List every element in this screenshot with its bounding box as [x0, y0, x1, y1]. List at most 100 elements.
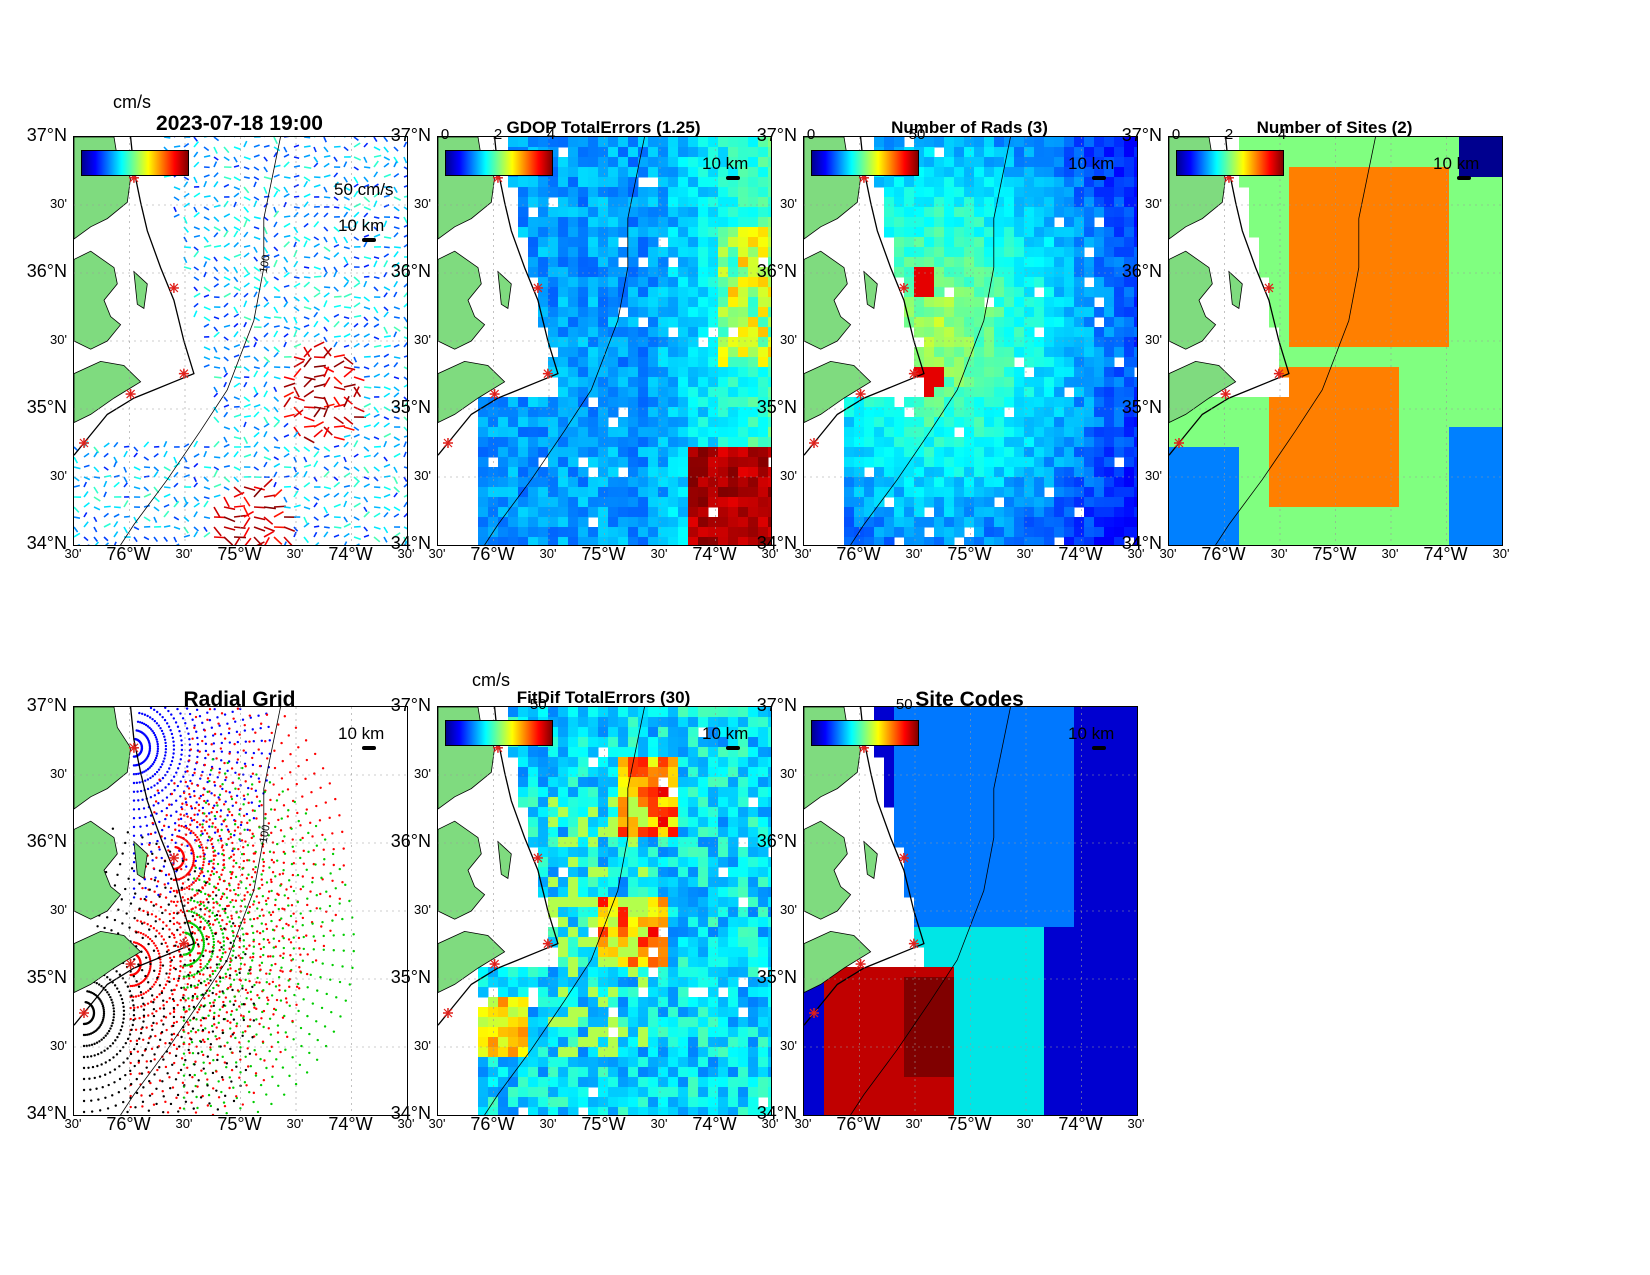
x-tick-label: 76°W [836, 1114, 881, 1134]
y-tick-label: 34°N [390, 533, 431, 553]
unit-label: cm/s [472, 670, 510, 690]
site-marker-icon [898, 852, 909, 863]
x-tick-label: 76°W [1201, 544, 1246, 564]
x-tick-label: 30' [1381, 546, 1399, 561]
x-tick-label: 30' [650, 1116, 668, 1131]
map-plot [804, 707, 1137, 1115]
colorbar-tick: 0 [1171, 126, 1181, 143]
x-tick-label: 75°W [581, 544, 626, 564]
y-tick-label: 35°N [26, 967, 67, 987]
x-tick-label: 30' [1492, 546, 1510, 561]
site-marker-icon [489, 959, 500, 970]
site-marker-icon [542, 938, 553, 949]
x-tick-label: 75°W [217, 544, 262, 564]
x-tick-label: 30' [1016, 546, 1034, 561]
x-tick-label: 74°W [1058, 544, 1103, 564]
y-tick-label: 30' [414, 332, 431, 347]
scale-label: 10 km [1068, 724, 1115, 743]
x-tick-label: 30' [175, 546, 193, 561]
colorbar [445, 720, 553, 746]
map-frame [73, 706, 408, 1116]
y-tick-label: 36°N [26, 831, 67, 851]
x-tick-label: 30' [1016, 1116, 1034, 1131]
x-tick-label: 30' [761, 1116, 779, 1131]
y-tick-label: 30' [780, 766, 797, 781]
map-frame [437, 136, 772, 546]
x-tick-label: 75°W [947, 1114, 992, 1134]
x-tick-label: 30' [397, 546, 415, 561]
panel-title: Site Codes [915, 688, 1024, 711]
scale-label: 10 km [702, 724, 749, 743]
colorbar-tick: 0 [440, 126, 450, 143]
colorbar-tick: 0 [806, 126, 816, 143]
y-tick-label: 35°N [390, 967, 431, 987]
site-marker-icon [168, 282, 179, 293]
vector-scale-label: 50 cm/s [334, 180, 394, 199]
colorbar-tick: 2 [1224, 126, 1234, 143]
scale-label: 10 km [1433, 154, 1480, 173]
x-tick-label: 74°W [328, 544, 373, 564]
colorbar [445, 150, 553, 176]
x-tick-label: 30' [1127, 546, 1145, 561]
map-plot [1169, 137, 1502, 545]
x-tick-label: 30' [794, 546, 812, 561]
x-tick-label: 30' [397, 1116, 415, 1131]
y-tick-label: 30' [780, 468, 797, 483]
x-tick-label: 30' [539, 1116, 557, 1131]
site-marker-icon [532, 852, 543, 863]
colorbar-tick: 50 [895, 696, 913, 713]
colorbar [811, 720, 919, 746]
x-tick-label: 75°W [1312, 544, 1357, 564]
panel-title: FitDif TotalErrors (30) [516, 688, 691, 707]
scale-bar [726, 176, 740, 180]
site-marker-icon [542, 368, 553, 379]
x-tick-label: 75°W [581, 1114, 626, 1134]
x-tick-label: 30' [64, 546, 82, 561]
x-tick-label: 30' [761, 546, 779, 561]
unit-label: cm/s [113, 92, 151, 112]
y-tick-label: 30' [50, 1038, 67, 1053]
x-tick-label: 76°W [836, 544, 881, 564]
x-tick-label: 74°W [1058, 1114, 1103, 1134]
scale-label: 10 km [338, 724, 385, 743]
y-tick-label: 30' [780, 332, 797, 347]
site-marker-icon [125, 959, 136, 970]
x-tick-label: 30' [1270, 546, 1288, 561]
y-tick-label: 35°N [756, 967, 797, 987]
y-tick-label: 35°N [26, 397, 67, 417]
site-marker-icon [125, 389, 136, 400]
y-tick-label: 30' [414, 766, 431, 781]
y-tick-label: 36°N [1121, 261, 1162, 281]
x-tick-label: 30' [1127, 1116, 1145, 1131]
colorbar-tick: 4 [546, 126, 556, 143]
colorbar [1176, 150, 1284, 176]
y-tick-label: 34°N [26, 533, 67, 553]
y-tick-label: 36°N [390, 831, 431, 851]
y-tick-label: 30' [414, 902, 431, 917]
y-tick-label: 35°N [1121, 397, 1162, 417]
y-tick-label: 34°N [26, 1103, 67, 1123]
x-tick-label: 30' [428, 1116, 446, 1131]
x-tick-label: 74°W [692, 1114, 737, 1134]
panel-title: Number of Rads (3) [891, 118, 1048, 137]
colorbar-tick: 2 [493, 126, 503, 143]
y-tick-label: 37°N [390, 125, 431, 145]
y-tick-label: 37°N [26, 695, 67, 715]
x-tick-label: 30' [428, 546, 446, 561]
map-plot [438, 707, 771, 1115]
y-tick-label: 37°N [390, 695, 431, 715]
y-tick-label: 30' [50, 766, 67, 781]
x-tick-label: 30' [650, 546, 668, 561]
site-marker-icon [855, 389, 866, 400]
y-tick-label: 37°N [756, 695, 797, 715]
y-tick-label: 35°N [756, 397, 797, 417]
site-marker-icon [1220, 389, 1231, 400]
y-tick-label: 30' [50, 468, 67, 483]
site-marker-icon [489, 389, 500, 400]
site-marker-icon [78, 438, 89, 448]
y-tick-label: 36°N [390, 261, 431, 281]
colorbar [811, 150, 919, 176]
y-tick-label: 35°N [390, 397, 431, 417]
x-tick-label: 30' [794, 1116, 812, 1131]
colorbar-tick: 4 [1277, 126, 1287, 143]
